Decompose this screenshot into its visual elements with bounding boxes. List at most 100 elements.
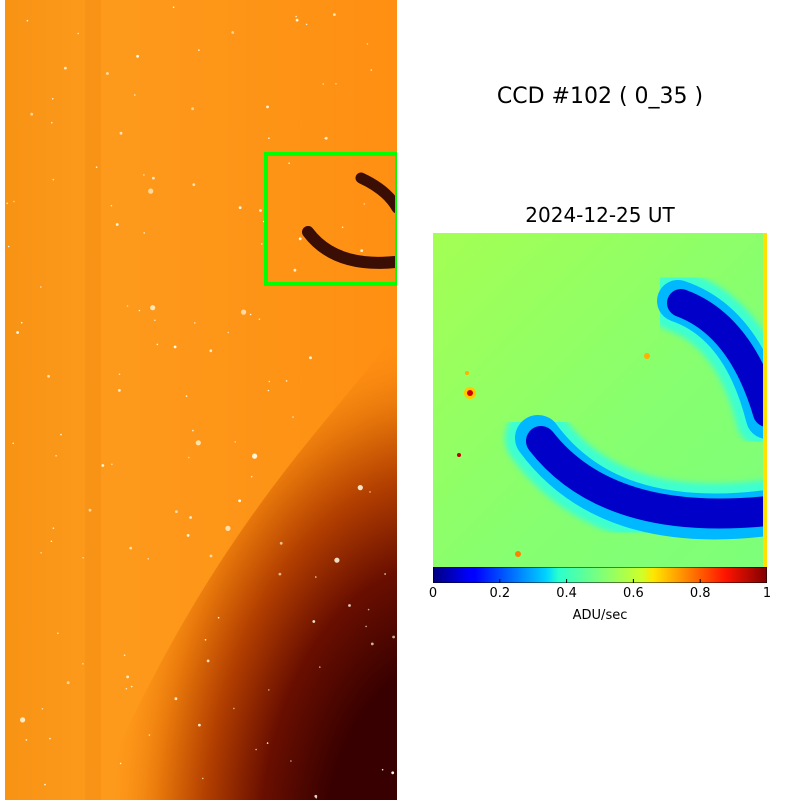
star xyxy=(51,121,53,124)
colorbar-tick-label: 0.4 xyxy=(556,586,577,601)
star xyxy=(319,666,321,668)
star xyxy=(194,322,196,324)
star xyxy=(315,576,317,578)
star xyxy=(148,734,151,736)
star xyxy=(174,697,178,701)
star xyxy=(367,608,370,611)
star xyxy=(175,510,178,513)
star xyxy=(118,373,121,376)
star xyxy=(288,162,290,164)
star xyxy=(217,616,220,619)
zoom-arc-upper-core xyxy=(667,289,767,427)
star xyxy=(258,318,261,321)
star xyxy=(278,572,282,576)
star-field xyxy=(6,6,395,799)
star xyxy=(40,286,42,288)
star xyxy=(106,72,109,75)
zoomed-region-image xyxy=(433,233,767,567)
star xyxy=(134,94,136,96)
star xyxy=(41,708,44,710)
star xyxy=(52,527,55,529)
star xyxy=(250,475,253,478)
star xyxy=(192,429,194,432)
star xyxy=(234,441,236,443)
star xyxy=(30,112,34,116)
star xyxy=(156,343,159,346)
star xyxy=(348,604,351,607)
star xyxy=(111,463,113,466)
star xyxy=(88,508,92,512)
zoom-source xyxy=(644,353,650,359)
star xyxy=(82,663,84,665)
star xyxy=(292,416,294,418)
star xyxy=(255,748,257,751)
star xyxy=(381,768,384,771)
star xyxy=(206,659,210,663)
star xyxy=(370,642,374,646)
star xyxy=(334,557,340,563)
ghost-arc-lower xyxy=(302,226,397,269)
star xyxy=(125,687,128,690)
star xyxy=(136,54,140,58)
star xyxy=(147,558,149,560)
star xyxy=(227,331,229,334)
star xyxy=(285,380,288,382)
colorbar-gradient xyxy=(433,567,767,583)
star xyxy=(189,516,193,519)
ccd-column-band xyxy=(85,0,101,800)
colorbar-tick-label: 1 xyxy=(762,586,772,601)
star xyxy=(366,43,369,45)
star xyxy=(392,635,395,639)
star xyxy=(295,18,299,22)
colorbar-label: ADU/sec xyxy=(572,608,628,623)
star xyxy=(204,639,207,641)
star xyxy=(391,771,395,775)
star xyxy=(13,200,15,203)
star xyxy=(312,620,316,623)
star xyxy=(341,226,344,229)
star xyxy=(44,783,46,786)
star xyxy=(154,319,156,322)
star xyxy=(322,83,325,85)
star xyxy=(40,552,42,554)
star xyxy=(52,178,55,181)
star xyxy=(26,19,29,22)
star xyxy=(202,777,204,780)
star xyxy=(238,499,242,503)
star xyxy=(268,137,270,139)
star xyxy=(238,206,242,210)
star xyxy=(188,456,190,459)
star xyxy=(57,632,59,634)
star xyxy=(130,685,133,688)
ccd-dark-corner xyxy=(95,330,397,800)
star xyxy=(363,203,366,205)
star xyxy=(185,395,188,397)
star xyxy=(95,166,98,168)
star xyxy=(20,717,26,723)
star xyxy=(119,762,122,765)
star xyxy=(143,232,145,234)
star xyxy=(118,389,121,392)
star xyxy=(384,573,386,575)
star xyxy=(150,305,156,311)
star xyxy=(195,440,201,446)
star xyxy=(60,433,62,436)
star xyxy=(315,797,318,799)
zoom-edge-strip xyxy=(763,233,767,567)
star xyxy=(252,453,258,459)
star xyxy=(305,23,308,26)
star xyxy=(119,131,123,135)
colorbar xyxy=(433,567,767,583)
star xyxy=(25,739,28,741)
star xyxy=(191,107,195,111)
star xyxy=(261,243,263,245)
star xyxy=(370,69,373,71)
zoom-source xyxy=(465,371,469,375)
star xyxy=(241,309,247,315)
star xyxy=(123,654,126,656)
highlight-box xyxy=(264,152,397,286)
zoom-arc-lower-core xyxy=(526,426,767,529)
star xyxy=(333,13,336,16)
zoom-panel-title: 2024-12-25 UT xyxy=(525,203,675,227)
star xyxy=(293,268,297,272)
